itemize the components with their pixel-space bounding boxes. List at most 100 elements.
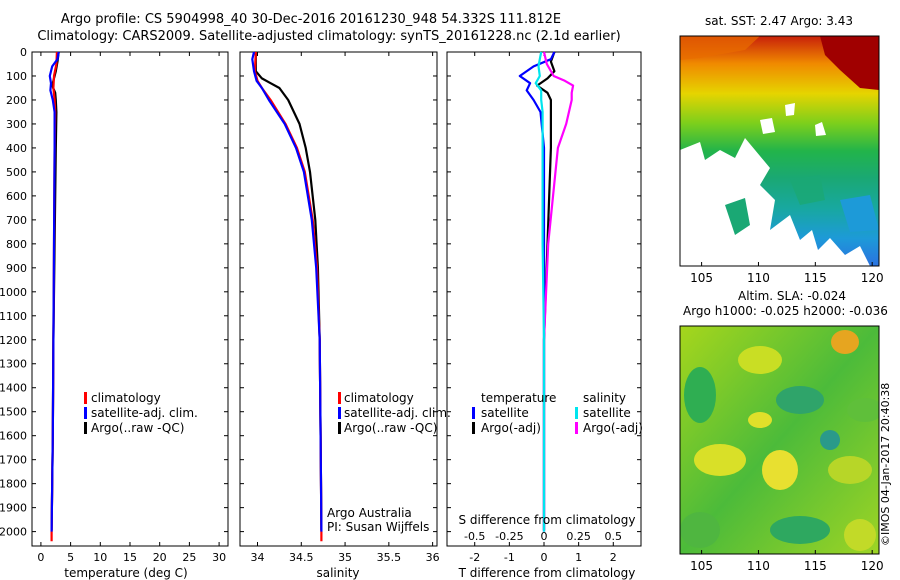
x-tick-label: 2 bbox=[610, 551, 617, 564]
sla-map-title: Altim. SLA: -0.024 bbox=[738, 289, 846, 303]
depth-tick-label: 0 bbox=[20, 46, 27, 59]
x-tick-label: 5 bbox=[67, 551, 74, 564]
map-lon-label: 115 bbox=[804, 559, 827, 573]
series-line-satellite bbox=[518, 51, 556, 532]
salinity-xlabel: salinity bbox=[316, 566, 359, 580]
series-line-climatology bbox=[253, 51, 323, 542]
depth-tick-label: 400 bbox=[6, 142, 27, 155]
legend-swatch-argo-s bbox=[575, 422, 578, 434]
legend-swatch-satellite bbox=[338, 407, 341, 419]
x-axes: 0 5 10 15 20 25 30 34 34.5 35 35.5 36 -2 -1 0 1 2 -0.5 -0.… bbox=[37, 52, 622, 564]
legend-label: climatology bbox=[344, 391, 414, 405]
depth-tick-label: 300 bbox=[6, 118, 27, 131]
depth-tick-label: 1500 bbox=[0, 406, 27, 419]
profile-lines bbox=[48, 51, 575, 542]
s-diff-tick-label: 0.5 bbox=[605, 530, 623, 543]
depth-tick-label: 1400 bbox=[0, 382, 27, 395]
series-line-satellite-adj-clim- bbox=[251, 51, 323, 532]
legend-label: climatology bbox=[91, 391, 161, 405]
x-tick-label: 15 bbox=[123, 551, 137, 564]
map-lon-label: 105 bbox=[690, 559, 713, 573]
map-lon-label: 110 bbox=[747, 559, 770, 573]
depth-tick-label: 1200 bbox=[0, 334, 27, 347]
legend-header-temperature: temperature bbox=[481, 391, 556, 405]
map-lon-label: 120 bbox=[861, 559, 884, 573]
legend-label: satellite bbox=[481, 406, 529, 420]
s-diff-tick-label: -0.5 bbox=[464, 530, 485, 543]
legend-swatch-climatology bbox=[338, 392, 341, 404]
depth-tick-label: 1300 bbox=[0, 358, 27, 371]
sla-map-axes: -50-52-54-56-58-60105110115120 bbox=[690, 550, 884, 573]
depth-tick-label: 1900 bbox=[0, 502, 27, 515]
x-tick-label: 25 bbox=[182, 551, 196, 564]
timestamp: ©IMOS 04-Jan-2017 20:40:38 bbox=[879, 383, 892, 546]
map-lon-label: 120 bbox=[861, 271, 884, 285]
legend-swatch-argo-t bbox=[472, 422, 475, 434]
depth-tick-label: 200 bbox=[6, 94, 27, 107]
depth-tick-label: 100 bbox=[6, 70, 27, 83]
depth-tick-label: 900 bbox=[6, 262, 27, 275]
sst-map-frame bbox=[679, 35, 880, 267]
x-tick-label: 35.5 bbox=[377, 551, 402, 564]
argo-height-title: Argo h1000: -0.025 h2000: -0.036 bbox=[683, 304, 888, 318]
x-tick-label: 35 bbox=[338, 551, 352, 564]
legend-swatch-argo bbox=[338, 422, 341, 434]
t-difference-xlabel: T difference from climatology bbox=[458, 566, 636, 580]
temperature-legend: climatology satellite-adj. clim. Argo(..… bbox=[84, 391, 198, 435]
x-tick-label: 36 bbox=[426, 551, 440, 564]
legend-label: Argo(..raw -QC) bbox=[344, 421, 437, 435]
series-line-argo-adj- bbox=[542, 51, 575, 531]
map-lon-label: 105 bbox=[690, 271, 713, 285]
x-tick-label: 10 bbox=[93, 551, 107, 564]
depth-tick-label: 1700 bbox=[0, 454, 27, 467]
x-tick-label: -2 bbox=[469, 551, 480, 564]
legend-swatch-satellite-s bbox=[575, 407, 578, 419]
depth-tick-label: 600 bbox=[6, 190, 27, 203]
legend-swatch-satellite-t bbox=[472, 407, 475, 419]
sla-map-image bbox=[680, 326, 879, 554]
legend-swatch-satellite bbox=[84, 407, 87, 419]
legend-swatch-argo bbox=[84, 422, 87, 434]
difference-legend: temperature salinity satellite Argo(-adj… bbox=[472, 391, 643, 435]
map-lon-label: 115 bbox=[804, 271, 827, 285]
legend-label: satellite bbox=[583, 406, 631, 420]
sst-map-axes: -50-52-54-56-58-60105110115120 bbox=[690, 262, 884, 285]
depth-tick-label: 1000 bbox=[0, 286, 27, 299]
series-line-satellite bbox=[534, 51, 546, 532]
salinity-panel-frame bbox=[239, 51, 438, 547]
depth-tick-label: 500 bbox=[6, 166, 27, 179]
x-tick-label: 30 bbox=[212, 551, 226, 564]
x-tick-label: 34 bbox=[251, 551, 265, 564]
x-tick-label: -1 bbox=[504, 551, 515, 564]
temperature-xlabel: temperature (deg C) bbox=[64, 566, 187, 580]
legend-label: Argo(-adj) bbox=[481, 421, 541, 435]
depth-tick-label: 800 bbox=[6, 238, 27, 251]
sst-map-title: sat. SST: 2.47 Argo: 3.43 bbox=[705, 14, 853, 28]
x-tick-label: 0 bbox=[37, 551, 44, 564]
x-tick-label: 20 bbox=[153, 551, 167, 564]
s-diff-tick-label: 0.25 bbox=[566, 530, 591, 543]
x-tick-label: 34.5 bbox=[289, 551, 314, 564]
figure-title-line2: Climatology: CARS2009. Satellite-adjuste… bbox=[37, 29, 621, 44]
depth-tick-label: 700 bbox=[6, 214, 27, 227]
salinity-legend: climatology satellite-adj. clim. Argo(..… bbox=[338, 391, 451, 435]
legend-label: satellite-adj. clim. bbox=[344, 406, 451, 420]
legend-label: satellite-adj. clim. bbox=[91, 406, 198, 420]
s-difference-label: S difference from climatology bbox=[459, 513, 636, 527]
sla-map-frame bbox=[679, 325, 880, 555]
legend-label: Argo(-adj) bbox=[583, 421, 643, 435]
depth-tick-label: 2000 bbox=[0, 526, 27, 539]
series-line-argo-raw-qc- bbox=[254, 52, 323, 531]
figure-title-line1: Argo profile: CS 5904998_40 30-Dec-2016 … bbox=[60, 12, 562, 27]
depth-tick-label: 1600 bbox=[0, 430, 27, 443]
map-lon-label: 110 bbox=[747, 271, 770, 285]
temperature-panel-frame bbox=[31, 51, 229, 547]
credit-pi: PI: Susan Wijffels bbox=[327, 520, 429, 534]
legend-swatch-climatology bbox=[84, 392, 87, 404]
s-diff-tick-label: 0 bbox=[541, 530, 548, 543]
x-tick-label: 1 bbox=[575, 551, 582, 564]
x-tick-label: 0 bbox=[541, 551, 548, 564]
legend-label: Argo(..raw -QC) bbox=[91, 421, 184, 435]
sst-map-image bbox=[680, 36, 879, 266]
